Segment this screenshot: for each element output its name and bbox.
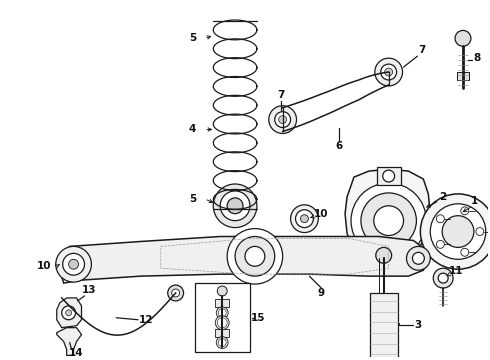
Polygon shape — [345, 169, 430, 263]
Text: 7: 7 — [277, 90, 284, 100]
Circle shape — [227, 229, 283, 284]
Circle shape — [383, 170, 394, 182]
Circle shape — [420, 194, 490, 269]
Polygon shape — [57, 328, 81, 355]
Circle shape — [438, 273, 448, 283]
Circle shape — [433, 268, 453, 288]
Circle shape — [56, 246, 92, 282]
Circle shape — [381, 258, 396, 274]
Circle shape — [461, 207, 469, 215]
Bar — [196, 283, 250, 352]
Text: 4: 4 — [189, 125, 196, 135]
Circle shape — [279, 116, 287, 123]
Text: 14: 14 — [69, 348, 84, 359]
Circle shape — [376, 247, 392, 263]
Text: 8: 8 — [473, 53, 481, 63]
Text: 10: 10 — [314, 209, 328, 219]
Text: 12: 12 — [139, 315, 153, 325]
Circle shape — [269, 106, 296, 134]
Bar — [370, 293, 397, 360]
Text: 5: 5 — [189, 33, 196, 43]
Circle shape — [461, 248, 469, 256]
Circle shape — [172, 289, 180, 297]
Circle shape — [216, 337, 228, 348]
Circle shape — [227, 198, 243, 214]
Circle shape — [218, 309, 226, 317]
Circle shape — [245, 246, 265, 266]
Circle shape — [275, 112, 291, 127]
Circle shape — [216, 307, 228, 319]
Text: 10: 10 — [37, 261, 51, 271]
Text: 11: 11 — [449, 266, 463, 276]
Circle shape — [295, 210, 314, 228]
Circle shape — [62, 306, 75, 320]
Circle shape — [413, 252, 424, 264]
Polygon shape — [60, 237, 428, 283]
Circle shape — [442, 216, 474, 247]
Circle shape — [385, 68, 392, 76]
Circle shape — [430, 204, 486, 259]
Bar — [215, 329, 229, 337]
Circle shape — [213, 184, 257, 228]
Polygon shape — [57, 298, 81, 328]
Circle shape — [437, 215, 444, 223]
Circle shape — [381, 64, 396, 80]
Circle shape — [437, 240, 444, 248]
Circle shape — [217, 286, 227, 296]
Circle shape — [235, 237, 275, 276]
Circle shape — [300, 215, 308, 222]
Circle shape — [361, 193, 416, 248]
Circle shape — [351, 183, 426, 258]
Bar — [377, 167, 400, 185]
Bar — [457, 72, 469, 80]
Text: 9: 9 — [318, 288, 325, 298]
Circle shape — [215, 316, 229, 330]
Circle shape — [218, 338, 226, 346]
Circle shape — [476, 228, 484, 235]
Circle shape — [217, 318, 227, 328]
Circle shape — [374, 206, 404, 235]
Text: 1: 1 — [471, 196, 479, 206]
Circle shape — [220, 191, 250, 221]
Circle shape — [63, 253, 84, 275]
Text: 2: 2 — [440, 192, 447, 202]
Text: 6: 6 — [336, 141, 343, 151]
Text: 3: 3 — [415, 320, 422, 330]
Circle shape — [291, 205, 318, 233]
Circle shape — [375, 58, 403, 86]
Text: 15: 15 — [250, 313, 265, 323]
Text: 13: 13 — [82, 285, 97, 295]
Text: 5: 5 — [189, 194, 196, 204]
Circle shape — [168, 285, 184, 301]
Circle shape — [455, 30, 471, 46]
Circle shape — [66, 310, 72, 316]
Bar — [215, 299, 229, 307]
Circle shape — [407, 246, 430, 270]
Circle shape — [69, 259, 78, 269]
Text: 7: 7 — [418, 45, 426, 55]
